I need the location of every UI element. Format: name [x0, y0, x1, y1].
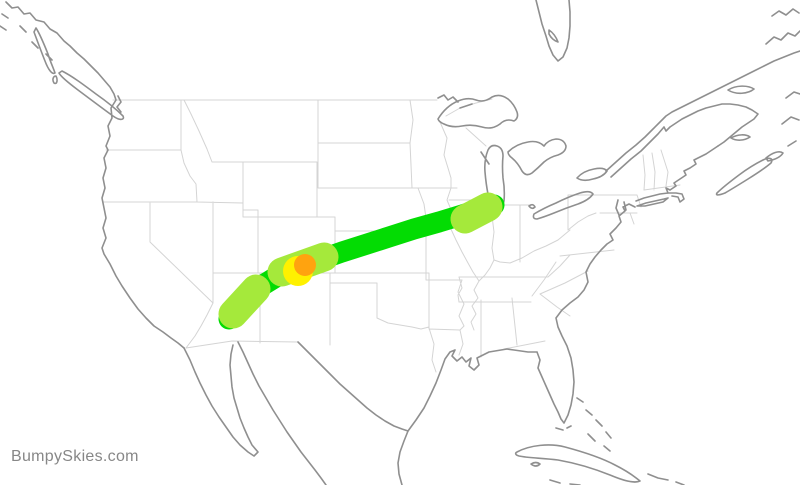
state-border-lines	[102, 98, 681, 373]
pacific-coastline	[0, 1, 185, 349]
flight-path-layer	[218, 192, 505, 330]
turbulence-segment	[450, 192, 503, 234]
turbulence-segment	[218, 274, 271, 329]
mexico-coastline	[183, 341, 409, 485]
state-borders-layer	[102, 98, 681, 373]
canada-east-coastline	[535, 0, 800, 196]
gulf-atlantic-coastline	[407, 145, 719, 432]
turbulence-spot	[294, 254, 316, 276]
bumpyskies-watermark: BumpySkies.com	[11, 448, 139, 465]
caribbean-coastline	[514, 397, 685, 485]
